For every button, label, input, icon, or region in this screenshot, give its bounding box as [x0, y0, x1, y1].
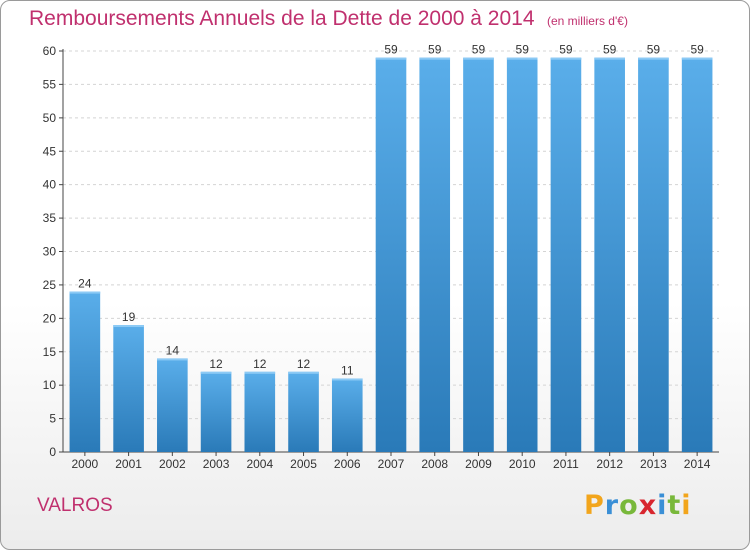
x-tick-label-2009: 2009 [465, 457, 492, 471]
bar-2014[interactable] [681, 57, 713, 452]
value-label-2013: 59 [647, 43, 661, 57]
bar-highlight [638, 57, 669, 60]
chart-subtitle: (en milliers d'€) [546, 14, 628, 28]
value-label-2014: 59 [690, 43, 704, 57]
value-label-2003: 12 [209, 357, 223, 371]
value-label-2011: 59 [559, 43, 573, 57]
logo-letter: x [638, 490, 658, 521]
bar-2008[interactable] [419, 57, 451, 452]
chart-title: Remboursements Annuels de la Dette de 20… [29, 7, 535, 30]
x-tick-label-2001: 2001 [115, 457, 142, 471]
y-tick-label: 0 [49, 445, 56, 459]
bar-highlight [331, 378, 363, 381]
bar-2011[interactable] [550, 57, 582, 452]
x-tick-label-2004: 2004 [246, 457, 273, 471]
value-label-2010: 59 [516, 43, 530, 57]
bar-highlight [419, 57, 451, 60]
bars [69, 57, 713, 452]
bar-2010[interactable] [506, 57, 538, 452]
bar-2005[interactable] [288, 371, 319, 452]
value-label-2001: 19 [122, 310, 136, 324]
y-tick-label: 15 [43, 345, 57, 359]
value-label-2008: 59 [428, 43, 442, 57]
y-tick-label: 35 [43, 211, 57, 225]
bar-highlight [157, 358, 188, 361]
x-tick-label-2000: 2000 [72, 457, 99, 471]
logo-letter: t [667, 490, 682, 521]
value-label-2012: 59 [603, 43, 617, 57]
labels: 0 5 10 15 20 25 30 35 40 45 50 55 60 24 2000 19 2001 14 20… [43, 43, 711, 471]
x-tick-label-2008: 2008 [421, 457, 448, 471]
bar-highlight [506, 57, 538, 60]
bar-2003[interactable] [200, 371, 232, 452]
bar-highlight [681, 57, 713, 60]
bar-2013[interactable] [638, 57, 669, 452]
value-label-2009: 59 [472, 43, 486, 57]
value-label-2004: 12 [253, 357, 267, 371]
bar-2002[interactable] [157, 358, 188, 452]
value-label-2002: 14 [166, 343, 180, 357]
x-tick-label-2011: 2011 [553, 457, 579, 471]
bar-2006[interactable] [331, 378, 363, 452]
bar-2001[interactable] [113, 325, 144, 452]
x-tick-label-2002: 2002 [159, 457, 186, 471]
logo-letter: P [584, 490, 605, 521]
y-tick-label: 55 [43, 77, 57, 91]
logo-letter: i [657, 490, 668, 521]
value-label-2006: 11 [341, 363, 354, 377]
x-tick-label-2005: 2005 [290, 457, 317, 471]
bar-2012[interactable] [594, 57, 625, 452]
x-tick-label-2012: 2012 [596, 457, 623, 471]
bar-highlight [550, 57, 582, 60]
proxiti-logo[interactable]: Proxiti [584, 490, 692, 521]
bar-2009[interactable] [463, 57, 494, 452]
y-tick-label: 10 [43, 378, 57, 392]
y-tick-label: 60 [43, 44, 57, 58]
x-tick-label-2010: 2010 [509, 457, 536, 471]
value-label-2007: 59 [384, 43, 398, 57]
logo-letter: r [604, 490, 620, 521]
bar-highlight [113, 325, 144, 328]
value-label-2005: 12 [297, 357, 311, 371]
x-tick-label-2007: 2007 [378, 457, 405, 471]
y-tick-label: 40 [43, 178, 57, 192]
bar-2000[interactable] [69, 291, 101, 452]
logo-letter: o [619, 490, 639, 521]
x-tick-label-2003: 2003 [203, 457, 230, 471]
chart-title-block: Remboursements Annuels de la Dette de 20… [29, 7, 628, 31]
y-tick-label: 45 [43, 144, 57, 158]
y-tick-label: 50 [43, 111, 57, 125]
bar-highlight [594, 57, 625, 60]
bar-2004[interactable] [244, 371, 276, 452]
bar-2007[interactable] [375, 57, 407, 452]
value-label-2000: 24 [78, 277, 92, 291]
bar-highlight [375, 57, 407, 60]
bar-highlight [288, 371, 319, 374]
x-tick-label-2013: 2013 [640, 457, 667, 471]
x-tick-label-2014: 2014 [684, 457, 711, 471]
y-tick-label: 5 [49, 412, 56, 426]
commune-name: VALROS [37, 495, 113, 516]
x-tick-label-2006: 2006 [334, 457, 361, 471]
logo-letter: i [681, 490, 692, 521]
bar-highlight [69, 291, 101, 294]
bar-highlight [463, 57, 494, 60]
y-tick-label: 30 [43, 245, 57, 259]
bar-highlight [244, 371, 276, 374]
y-tick-label: 25 [43, 278, 57, 292]
bar-highlight [200, 371, 232, 374]
y-tick-label: 20 [43, 311, 57, 325]
